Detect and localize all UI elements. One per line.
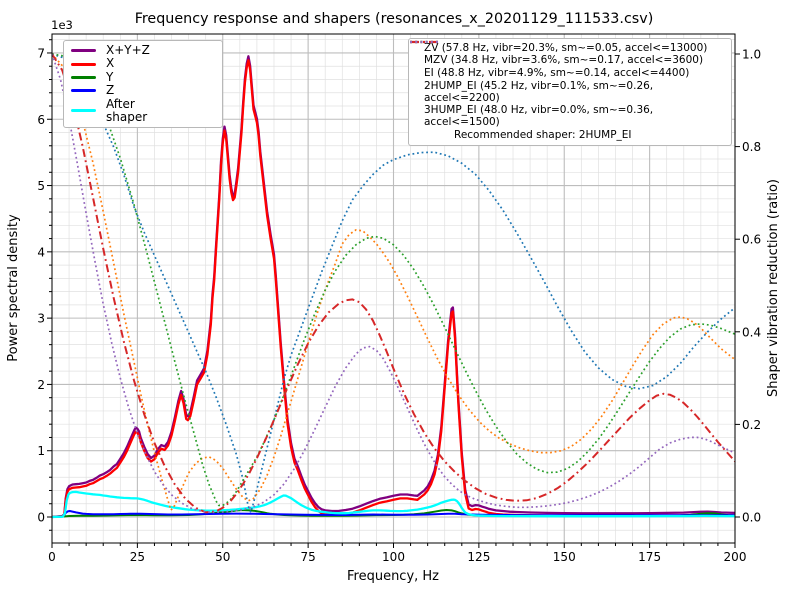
y-left-tick-label: 2 [37, 378, 45, 392]
curve-mzv [52, 53, 735, 511]
legend-label-zv: ZV (57.8 Hz, vibr=20.3%, sm~=0.05, accel… [424, 41, 708, 54]
y-right-tick-label: 0.6 [742, 233, 761, 247]
x-tick-label: 50 [215, 550, 230, 564]
y-right-tick-label: 0.0 [742, 511, 761, 525]
z-line-swatch [71, 89, 96, 93]
legend-item-y: Y [71, 69, 215, 84]
legend-label-2hump-ei: 2HUMP_EI (45.2 Hz, vibr=0.1%, sm~=0.26, … [424, 80, 654, 104]
x-tick-label: 125 [467, 550, 490, 564]
x-tick-label: 100 [382, 550, 405, 564]
x-tick-label: 200 [724, 550, 747, 564]
axis-tick-labels: 0 25 50 75 100 125 150 175 200 0 1 2 3 4 5 6 7 0.0 0.2 0.4 0… [37, 46, 761, 564]
y-left-offset-text: 1e3 [51, 18, 73, 32]
xyz-line-swatch [71, 49, 96, 53]
y-left-tick-label: 5 [37, 179, 45, 193]
y-right-tick-label: 0.4 [742, 325, 761, 339]
legend-item-z: Z [71, 83, 215, 98]
x-tick-label: 175 [638, 550, 661, 564]
y-right-axis-label: Shaper vibration reduction (ratio) [766, 179, 781, 397]
y-right-tick-label: 1.0 [742, 48, 761, 62]
legend-label-z: Z [106, 83, 115, 98]
legend-item-xyz: X+Y+Z [71, 43, 215, 58]
y-left-tick-label: 1 [37, 444, 45, 458]
x-tick-label: 150 [553, 550, 576, 564]
curve-zv [52, 53, 735, 514]
curve-2hump-ei [52, 53, 735, 514]
y-left-tick-label: 4 [37, 245, 45, 259]
y-line-swatch [71, 75, 96, 79]
legend-item-mzv: MZV (34.8 Hz, vibr=3.6%, sm~=0.17, accel… [410, 40, 724, 67]
y-left-tick-label: 0 [37, 511, 45, 525]
x-tick-label: 25 [130, 550, 145, 564]
curve-after-shaper [52, 490, 735, 519]
curve-3hump-ei [52, 53, 735, 514]
legend-label-after-shaper: After shaper [106, 96, 148, 124]
legend-item-ei: EI (48.8 Hz, vibr=4.9%, sm~=0.14, accel<… [410, 40, 724, 80]
axis-ticks [47, 39, 740, 548]
after-shaper-line-swatch [71, 109, 96, 113]
legend-label-xyz: X+Y+Z [106, 43, 150, 58]
x-axis-label: Frequency, Hz [347, 569, 439, 584]
legend-label-x: X [106, 56, 115, 71]
legend-item-recommended: Recommended shaper: 2HUMP_EI [416, 128, 724, 142]
y-right-tick-label: 0.8 [742, 140, 761, 154]
x-tick-label: 0 [48, 550, 56, 564]
x-tick-label: 75 [300, 550, 315, 564]
x-line-swatch [71, 62, 96, 66]
data-curves [52, 53, 735, 519]
recommended-shaper-text: Recommended shaper: 2HUMP_EI [454, 128, 632, 141]
legend-label-mzv: MZV (34.8 Hz, vibr=3.6%, sm~=0.17, accel… [424, 54, 704, 67]
legend-label-ei: EI (48.8 Hz, vibr=4.9%, sm~=0.14, accel<… [424, 67, 690, 80]
y-left-tick-label: 7 [37, 46, 45, 60]
y-left-tick-label: 6 [37, 113, 45, 127]
legend-item-3hump-ei: 3HUMP_EI (48.0 Hz, vibr=0.0%, sm~=0.36, … [410, 40, 724, 128]
legend-item-x: X [71, 57, 215, 70]
legend-shapers: ZV (57.8 Hz, vibr=20.3%, sm~=0.05, accel… [408, 38, 732, 146]
legend-label-3hump-ei: 3HUMP_EI (48.0 Hz, vibr=0.0%, sm~=0.36, … [424, 104, 654, 128]
legend-item-2hump-ei: 2HUMP_EI (45.2 Hz, vibr=0.1%, sm~=0.26, … [410, 40, 724, 104]
y-right-tick-label: 0.2 [742, 418, 761, 432]
chart-title: Frequency response and shapers (resonanc… [135, 11, 654, 27]
y-left-axis-label: Power spectral density [6, 214, 21, 362]
legend-item-zv: ZV (57.8 Hz, vibr=20.3%, sm~=0.05, accel… [410, 40, 724, 55]
legend-item-after-shaper: After shaper [71, 96, 215, 124]
y-left-tick-label: 3 [37, 312, 45, 326]
legend-psd: X+Y+Z X Y Z After shaper [63, 40, 223, 128]
legend-label-y: Y [106, 69, 114, 84]
